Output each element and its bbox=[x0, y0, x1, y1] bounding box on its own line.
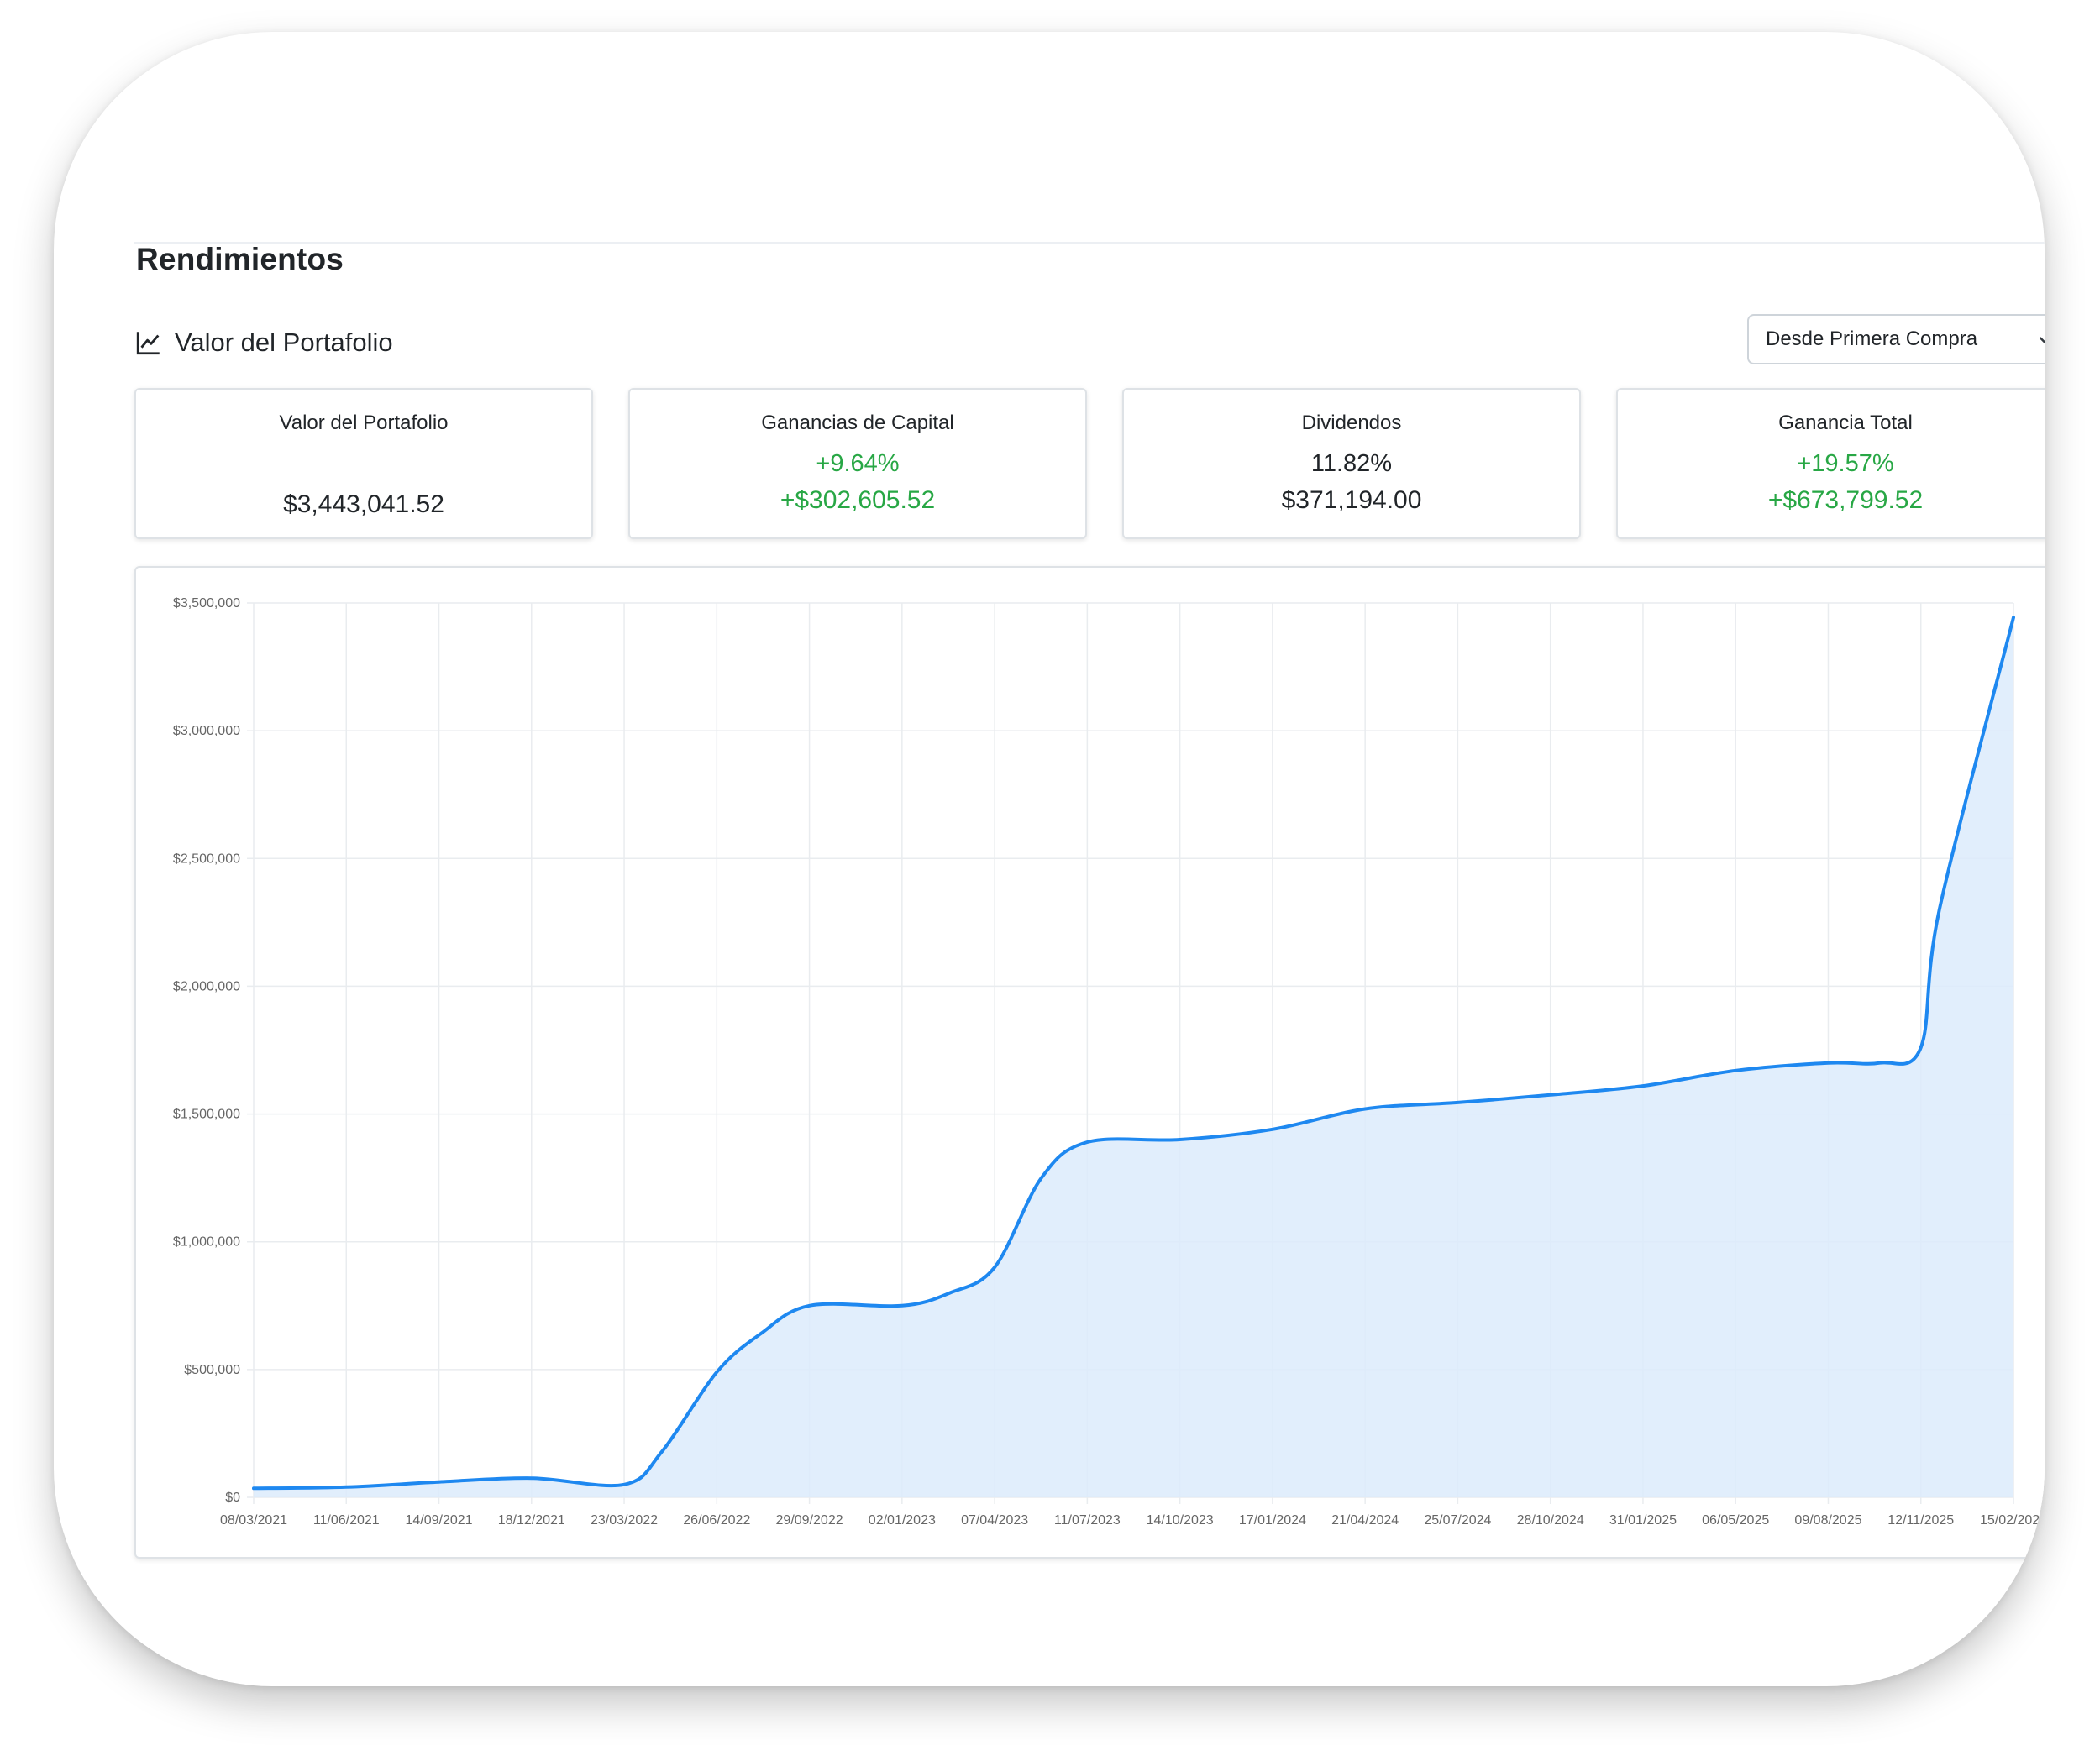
series-line bbox=[252, 616, 2015, 1491]
portfolio-value-chart: $0 $500,000 $1,000,000 $1,500,000 $2,000,000… bbox=[173, 596, 2045, 1528]
series-area bbox=[254, 617, 2013, 1497]
stat-title: Ganancias de Capital bbox=[761, 411, 954, 434]
x-tick-label: 18/12/2021 bbox=[498, 1513, 565, 1528]
y-tick-label: $1,000,000 bbox=[173, 1235, 240, 1250]
portfolio-chart-card: $0 $500,000 $1,000,000 $1,500,000 $2,000,000… bbox=[134, 566, 2045, 1559]
stat-title: Dividendos bbox=[1301, 411, 1402, 434]
x-tick-label: 23/03/2022 bbox=[591, 1513, 658, 1528]
line-chart-icon bbox=[136, 332, 160, 355]
y-tick-label: $0 bbox=[225, 1491, 240, 1505]
y-tick-label: $3,500,000 bbox=[173, 596, 240, 611]
x-tick-label: 11/07/2023 bbox=[1054, 1513, 1121, 1528]
x-tick-label: 21/04/2024 bbox=[1331, 1513, 1399, 1528]
x-tick-label: 14/10/2023 bbox=[1147, 1513, 1214, 1528]
device-frame: Rendimientos Valor del Portafolio Desde … bbox=[54, 32, 2045, 1686]
x-tick-label: 26/06/2022 bbox=[683, 1513, 750, 1528]
x-tick-label: 25/07/2024 bbox=[1424, 1513, 1491, 1528]
x-tick-label: 14/09/2021 bbox=[405, 1513, 472, 1528]
x-tick-label: 12/11/2025 bbox=[1887, 1513, 1954, 1528]
section-label: Valor del Portafolio bbox=[175, 328, 393, 357]
stat-card-capital-gains: Ganancias de Capital +9.64% +$302,605.52 bbox=[628, 388, 1087, 539]
stat-percent: +9.64% bbox=[816, 450, 900, 477]
stat-card-dividends: Dividendos 11.82% $371,194.00 bbox=[1122, 388, 1581, 539]
period-select-value: Desde Primera Compra bbox=[1766, 328, 1978, 350]
x-tick-label: 09/08/2025 bbox=[1794, 1513, 1861, 1528]
y-tick-label: $2,500,000 bbox=[173, 852, 240, 866]
y-tick-label: $1,500,000 bbox=[173, 1108, 240, 1122]
x-tick-label: 29/09/2022 bbox=[776, 1513, 843, 1528]
stat-value: $371,194.00 bbox=[1281, 486, 1422, 514]
x-tick-label: 08/03/2021 bbox=[220, 1513, 287, 1528]
stat-title: Valor del Portafolio bbox=[279, 411, 449, 434]
y-tick-label: $2,000,000 bbox=[173, 979, 240, 993]
x-tick-label: 31/01/2025 bbox=[1609, 1513, 1677, 1528]
x-tick-label: 17/01/2024 bbox=[1239, 1513, 1306, 1528]
stat-percent: 11.82% bbox=[1310, 450, 1393, 477]
stat-card-total-gain: Ganancia Total +19.57% +$673,799.52 bbox=[1616, 388, 2045, 539]
stat-value: +$302,605.52 bbox=[780, 486, 936, 514]
page-title: Rendimientos bbox=[136, 242, 344, 276]
chevron-down-icon bbox=[2040, 337, 2045, 344]
y-tick-label: $3,000,000 bbox=[173, 724, 240, 738]
stat-percent: +19.57% bbox=[1797, 450, 1894, 477]
stat-value: $3,443,041.52 bbox=[283, 490, 444, 518]
stat-value: +$673,799.52 bbox=[1767, 486, 1924, 514]
stat-card-portfolio-value: Valor del Portafolio $3,443,041.52 bbox=[134, 388, 593, 539]
period-select[interactable]: Desde Primera Compra bbox=[1747, 314, 2045, 364]
x-tick-label: 11/06/2021 bbox=[313, 1513, 380, 1528]
x-tick-label: 02/01/2023 bbox=[869, 1513, 936, 1528]
x-tick-label: 07/04/2023 bbox=[961, 1513, 1028, 1528]
x-tick-label: 28/10/2024 bbox=[1517, 1513, 1584, 1528]
stat-title: Ganancia Total bbox=[1778, 411, 1913, 434]
section-header: Valor del Portafolio bbox=[134, 322, 393, 363]
y-tick-label: $500,000 bbox=[184, 1363, 240, 1377]
x-tick-label: 15/02/2026 bbox=[1980, 1513, 2045, 1528]
x-tick-label: 06/05/2025 bbox=[1702, 1513, 1769, 1528]
